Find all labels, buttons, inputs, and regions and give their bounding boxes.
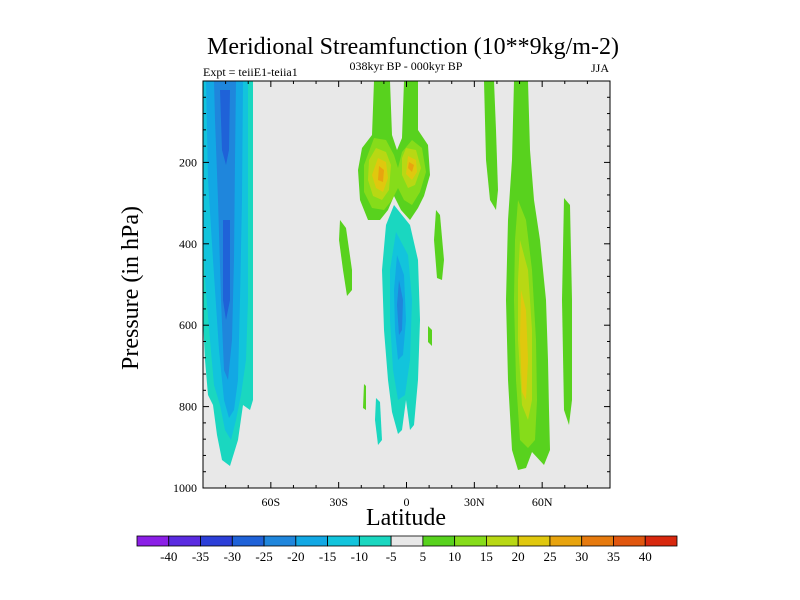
colorbar-label: -15: [319, 549, 336, 564]
contour-neg20-equator: [397, 280, 403, 335]
colorbar-label: -35: [192, 549, 209, 564]
contour-pos5-north-a: [484, 81, 498, 210]
contour-pos5-small1: [339, 220, 352, 296]
colorbar-label: -25: [255, 549, 272, 564]
colorbar-swatch: [136, 535, 170, 547]
contour-neg5-small1: [375, 398, 382, 445]
season-label: JJA: [591, 61, 609, 75]
period-label: 038kyr BP - 000kyr BP: [350, 59, 463, 73]
contour-pos5-small3: [363, 384, 366, 410]
x-axis-title: Latitude: [366, 505, 446, 531]
x-tick-label: 60N: [532, 495, 553, 509]
colorbar-swatch: [390, 535, 424, 547]
colorbar-swatch: [168, 535, 201, 547]
colorbar-label: 25: [543, 549, 556, 564]
contour-neg25-south: [220, 90, 230, 165]
colorbar-swatch: [613, 535, 646, 547]
colorbar-swatch: [295, 535, 328, 547]
x-tick-label: 30S: [329, 495, 348, 509]
y-tick-label: 600: [179, 318, 197, 332]
chart-title: Meridional Streamfunction (10**9kg/m-2): [207, 34, 619, 60]
colorbar-label: 20: [512, 549, 525, 564]
colorbar-label: 30: [575, 549, 588, 564]
colorbar-swatch: [200, 535, 233, 547]
y-tick-label: 400: [179, 237, 197, 251]
contour-pos5-small4: [428, 326, 432, 346]
contour-pos5-small2: [434, 210, 444, 280]
colorbar-swatch: [581, 535, 614, 547]
colorbar-label: 40: [639, 549, 652, 564]
colorbar-label: -20: [287, 549, 304, 564]
y-axis-title: Pressure (in hPa): [118, 206, 144, 370]
colorbar-swatch: [358, 535, 392, 547]
colorbar-label: -40: [160, 549, 177, 564]
contour-pos20-north: [520, 290, 528, 400]
colorbar-swatch: [549, 535, 583, 547]
y-tick-label: 1000: [173, 481, 197, 495]
colorbar-swatch: [422, 535, 456, 547]
contour-pos20-upper: [372, 156, 417, 192]
colorbar-swatch: [517, 535, 551, 547]
contour-pos5-north-c: [562, 198, 572, 425]
colorbar-swatch: [454, 535, 487, 547]
y-tick-label: 800: [179, 400, 197, 414]
experiment-label: Expt = teiiE1-teiia1: [203, 65, 298, 79]
colorbar-label: -30: [224, 549, 241, 564]
colorbar-label: 15: [480, 549, 493, 564]
colorbar-swatch: [263, 535, 297, 547]
colorbar-swatch: [486, 535, 519, 547]
colorbar-swatch: [231, 535, 265, 547]
colorbar: -40 -35 -30 -25 -20 -15 -10 -5 5 10 15 20 25 30 35 40: [136, 535, 678, 564]
y-tick-label: 200: [179, 155, 197, 169]
colorbar-label: 10: [448, 549, 461, 564]
colorbar-label: 35: [607, 549, 620, 564]
colorbar-label: -10: [351, 549, 368, 564]
x-tick-label: 0: [404, 495, 410, 509]
contour-neg25b-south: [223, 220, 230, 320]
x-tick-label: 60S: [261, 495, 280, 509]
colorbar-swatch: [644, 535, 678, 547]
contour-fills: [203, 81, 572, 470]
colorbar-label: 5: [420, 549, 427, 564]
colorbar-swatch: [327, 535, 360, 547]
colorbar-label: -5: [386, 549, 397, 564]
plot-area: 60S 30S 0 30N 60N 200 400 600 800 1000: [173, 80, 611, 509]
x-tick-label: 30N: [464, 495, 485, 509]
axis-ticks: 60S 30S 0 30N 60N 200 400 600 800 1000: [173, 81, 610, 509]
contour-pos25-upper: [378, 162, 414, 182]
